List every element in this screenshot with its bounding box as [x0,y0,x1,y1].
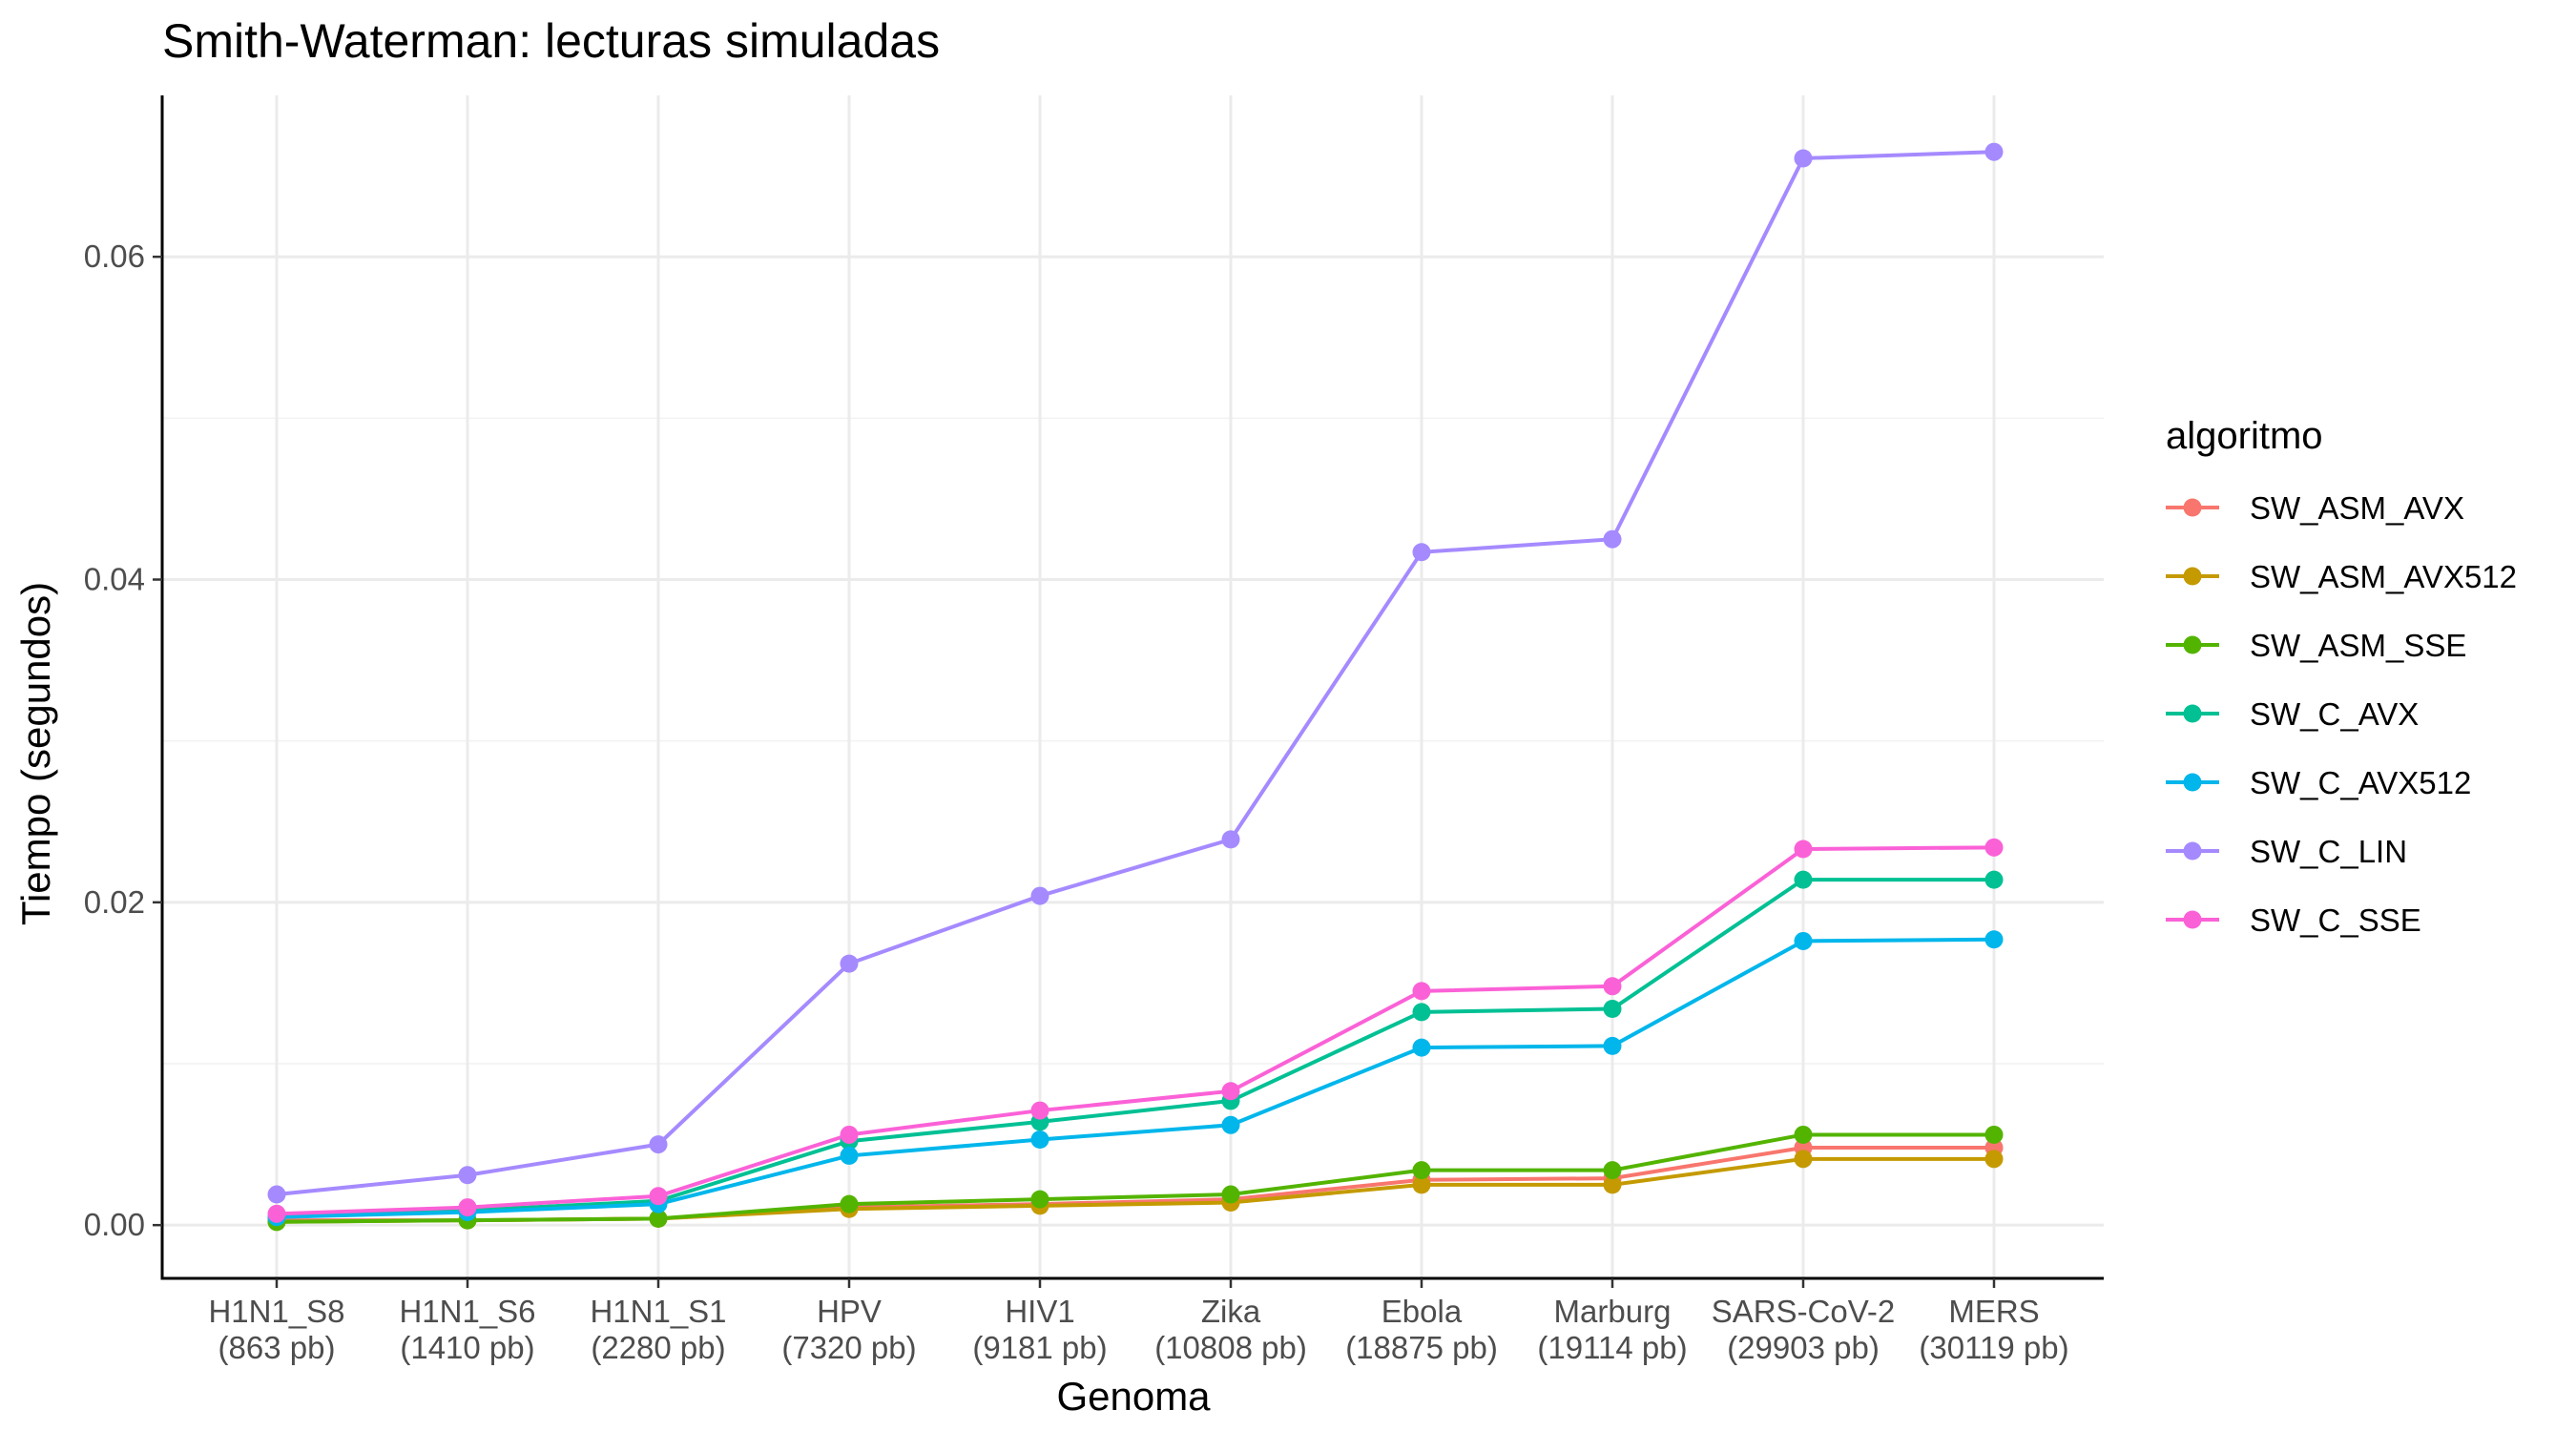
data-point [1794,870,1813,889]
legend-key-point [2183,841,2202,861]
data-point [649,1187,668,1206]
legend-label: SW_ASM_SSE [2250,628,2466,663]
data-point [649,1209,668,1228]
data-point [1603,529,1622,549]
x-tick-labels: H1N1_S8 (863 pb) H1N1_S6 (1410 pb) H1N1_S1 (2… [208,1294,2068,1365]
legend-item: SW_C_AVX512 [2166,765,2471,800]
legend-item: SW_C_LIN [2166,834,2407,869]
legend-label: SW_C_LIN [2250,834,2407,869]
legend-label: SW_ASM_AVX [2250,490,2464,526]
x-axis-title: Genoma [1056,1374,1211,1419]
data-point [1794,1125,1813,1144]
series-line-sw-c-lin [276,150,1995,1197]
legend-item: SW_ASM_AVX512 [2166,559,2517,594]
data-point [1221,1115,1240,1134]
x-tick-label: Zika (10808 pb) [1154,1294,1307,1365]
series-line-sw-asm-sse [276,1132,1994,1224]
y-tick-label: 0.06 [84,238,145,274]
data-point [1412,1003,1431,1022]
data-point [1984,1150,2004,1169]
x-tick-label: SARS-CoV-2 (29903 pb) [1712,1294,1896,1365]
data-point [1030,1101,1049,1120]
legend-item: SW_C_AVX [2166,696,2419,732]
legend-title: algoritmo [2166,415,2323,457]
data-point [1984,1125,2004,1144]
data-point [1603,1036,1622,1055]
data-point [1984,142,2004,161]
legend-label: SW_ASM_AVX512 [2250,559,2517,594]
legend-label: SW_C_AVX [2250,696,2419,732]
data-point [1412,982,1431,1001]
data-point [1984,870,2004,889]
x-tick-label: HIV1 (9181 pb) [972,1294,1107,1365]
legend-label: SW_C_AVX512 [2250,765,2471,800]
axes [153,95,2104,1288]
data-point [1221,830,1240,849]
legend-label: SW_C_SSE [2250,902,2421,938]
legend-key-point [2183,498,2202,517]
legend-key-point [2183,773,2202,792]
x-tick-label: H1N1_S6 (1410 pb) [399,1294,535,1365]
data-point [458,1198,477,1217]
data-point [1603,1175,1622,1194]
data-point [840,1194,859,1213]
data-point [1603,977,1622,996]
data-point [1030,1130,1049,1150]
series-line-sw-c-avx [276,878,1994,1219]
legend-item: SW_ASM_AVX [2166,490,2464,526]
legend-item: SW_C_SSE [2166,902,2421,938]
legend-key-point [2183,910,2202,929]
legend-item: SW_ASM_SSE [2166,628,2466,663]
data-point [458,1166,477,1185]
data-point [1412,543,1431,562]
x-tick-label: Ebola (18875 pb) [1345,1294,1498,1365]
data-point [1221,1082,1240,1101]
legend-key-point [2183,567,2202,586]
data-point [1412,1175,1431,1194]
data-point [840,1146,859,1165]
series-lines [276,150,1995,1224]
data-point [1984,930,2004,949]
legend-items: SW_ASM_AVX SW_ASM_AVX512 SW_ASM_SSE SW_C_AV… [2166,490,2517,938]
data-point [1794,931,1813,950]
data-point [1030,886,1049,905]
series-line-sw-asm-avx512 [276,1156,1994,1224]
grid [162,95,2104,1278]
data-point [267,1204,286,1223]
legend-key-point [2183,704,2202,723]
data-point [1794,1150,1813,1169]
y-tick-label: 0.02 [84,884,145,920]
y-tick-label: 0.04 [84,562,145,597]
data-point [1030,1190,1049,1209]
data-point [1794,149,1813,168]
data-point [1221,1185,1240,1204]
series-points [267,142,2004,1232]
data-point [649,1135,668,1154]
data-point [1603,999,1622,1018]
x-tick-label: HPV (7320 pb) [781,1294,916,1365]
legend-key-point [2183,635,2202,654]
data-point [1412,1161,1431,1180]
legend: algoritmo SW_ASM_AVXSW_ASM_AVX512SW_ASM_… [2166,415,2517,938]
y-axis-title: Tiempo (segundos) [13,582,58,925]
data-point [1794,840,1813,859]
series-line-sw-c-sse [276,845,1995,1216]
x-tick-label: H1N1_S1 (2280 pb) [590,1294,726,1365]
data-point [1412,1038,1431,1057]
x-tick-label: Marburg (19114 pb) [1537,1294,1687,1365]
data-point [840,954,859,973]
data-point [267,1185,286,1204]
x-tick-label: H1N1_S8 (863 pb) [208,1294,344,1365]
data-point [1603,1161,1622,1180]
data-point [840,1125,859,1144]
y-tick-label: 0.00 [84,1207,145,1242]
series-line-sw-c-avx512 [276,937,1995,1219]
y-tick-labels: 0.00 0.02 0.04 0.06 [84,238,145,1242]
x-tick-label: MERS (30119 pb) [1919,1294,2068,1365]
chart-title: Smith-Waterman: lecturas simuladas [162,14,940,68]
data-point [1984,838,2004,857]
